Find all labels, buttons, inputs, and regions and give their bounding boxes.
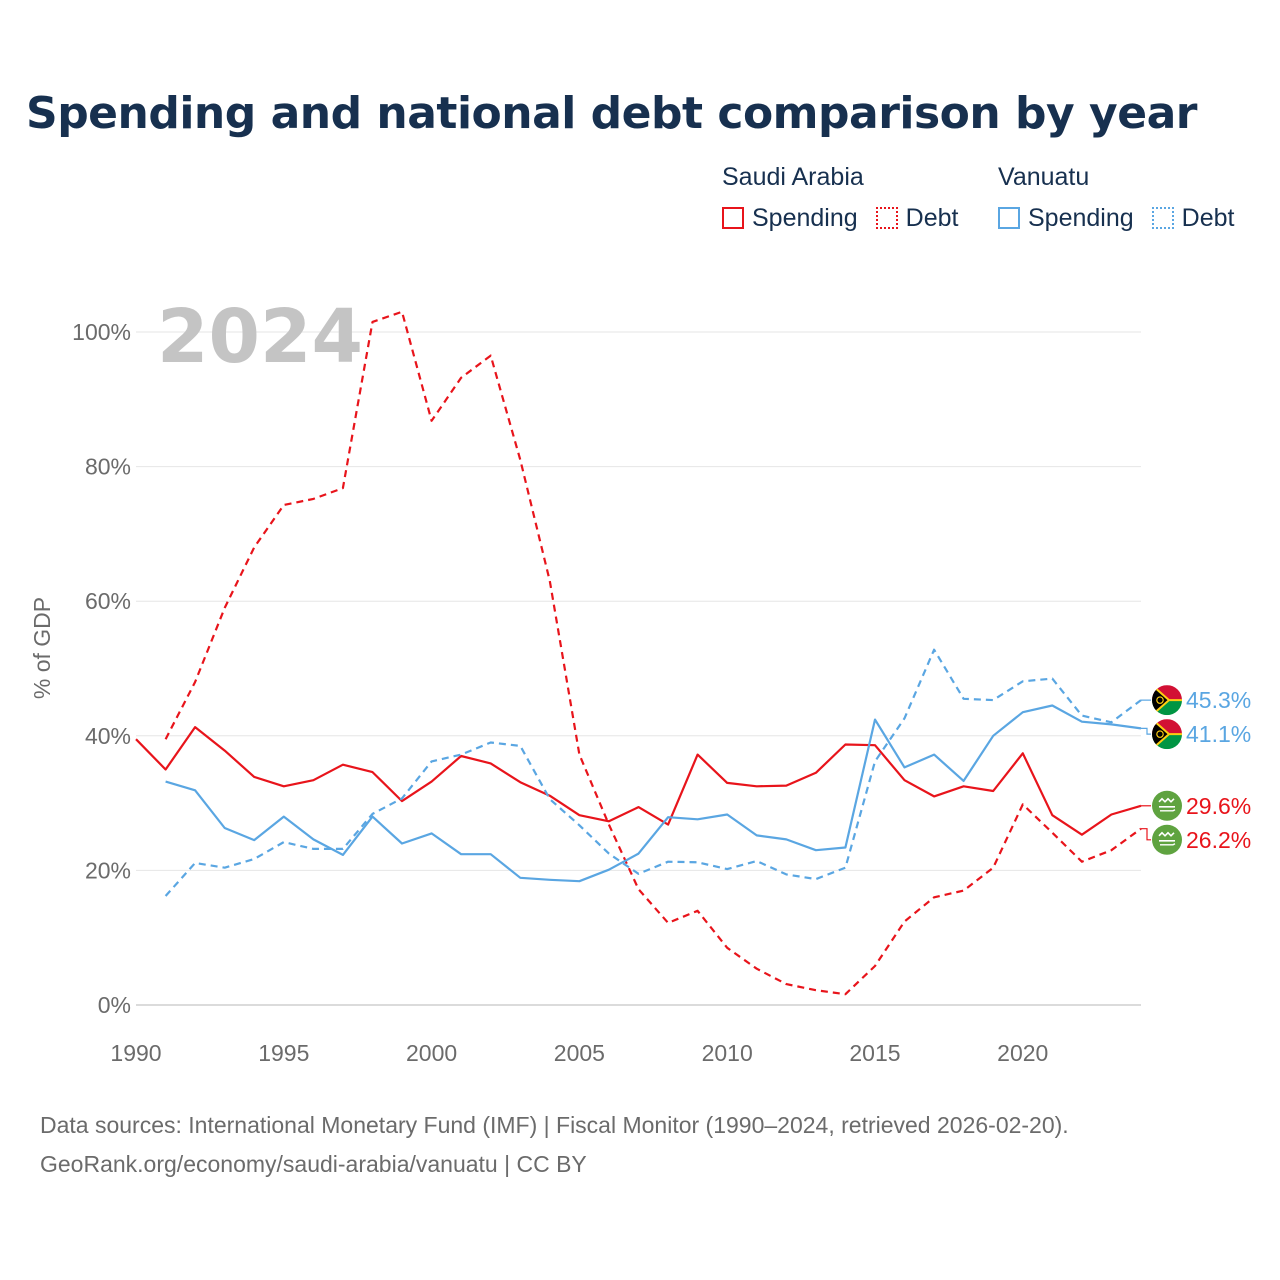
source-link[interactable]: GeoRank.org/economy/saudi-arabia/vanuatu… (40, 1151, 587, 1177)
legend-item-saudi-debt[interactable]: Debt (875, 204, 959, 232)
legend-group-saudi-arabia: Saudi Arabia Spending Debt (722, 162, 976, 232)
x-tick-label: 2010 (702, 1040, 753, 1066)
legend-item-vanuatu-spending[interactable]: Spending (998, 204, 1134, 232)
series-line-vanuatu-spending[interactable] (165, 704, 1142, 883)
x-tick-label: 2005 (554, 1040, 605, 1066)
y-tick-label: 100% (72, 319, 131, 345)
series-line-saudi-arabia-debt[interactable] (164, 310, 1142, 996)
end-value-label: 45.3% (1186, 687, 1251, 713)
x-axis-ticks: 1990 1995 2000 2005 2010 2015 2020 (110, 1040, 1048, 1066)
y-tick-label: 20% (85, 857, 131, 883)
legend-swatch-solid (998, 207, 1020, 229)
vanuatu-flag-icon (1152, 685, 1182, 716)
x-tick-label: 2000 (406, 1040, 457, 1066)
y-axis-label: % of GDP (29, 597, 55, 699)
end-value-label: 41.1% (1186, 721, 1251, 747)
legend-swatch-dotted (1151, 207, 1174, 229)
end-marker: 26.2% (1141, 824, 1251, 855)
end-value-label: 26.2% (1186, 827, 1251, 853)
y-tick-label: 80% (85, 454, 131, 480)
legend-item-saudi-spending[interactable]: Spending (722, 204, 858, 232)
vanuatu-flag-icon (1152, 719, 1182, 750)
end-value-label: 29.6% (1186, 793, 1251, 819)
year-watermark: 2024 (157, 294, 363, 380)
end-marker: 41.1% (1141, 719, 1251, 750)
grid-lines (136, 331, 1141, 1006)
series-line-saudi-arabia-spending[interactable] (135, 725, 1142, 836)
saudi-arabia-flag-icon (1152, 824, 1182, 855)
x-tick-label: 1990 (110, 1040, 161, 1066)
x-tick-label: 2015 (849, 1040, 900, 1066)
x-tick-label: 2020 (997, 1040, 1048, 1066)
series-line-vanuatu-debt[interactable] (164, 648, 1142, 897)
y-axis-ticks: 0% 20% 40% 60% 80% 100% (72, 319, 131, 1018)
line-chart: 2024 0% 20% 40% 60% 80% 100% 1990 1995 2000 2005… (29, 294, 1251, 1066)
end-marker: 29.6% (1141, 790, 1251, 821)
x-tick-label: 1995 (258, 1040, 309, 1066)
end-marker: 45.3% (1141, 685, 1251, 716)
legend-country-name: Vanuatu (998, 163, 1090, 191)
y-tick-label: 40% (85, 723, 131, 749)
chart-title: Spending and national debt comparison by… (26, 88, 1197, 139)
source-line: Data sources: International Monetary Fun… (40, 1112, 1069, 1138)
legend-group-vanuatu: Vanuatu Spending Debt (998, 162, 1252, 232)
legend-label: Spending (1028, 204, 1134, 232)
source-note: Data sources: International Monetary Fun… (40, 1106, 1069, 1184)
legend-label: Debt (905, 204, 959, 232)
legend-swatch-dotted (875, 207, 898, 229)
leader-line (1141, 828, 1151, 841)
y-tick-label: 0% (98, 992, 131, 1018)
saudi-arabia-flag-icon (1152, 790, 1182, 821)
legend-label: Debt (1181, 204, 1235, 232)
end-labels: 45.3% 41.1% 29.6% 26.2% (1141, 685, 1251, 855)
legend-label: Spending (752, 204, 858, 232)
legend-item-vanuatu-debt[interactable]: Debt (1151, 204, 1235, 232)
series-lines (135, 310, 1142, 996)
leader-line (1141, 727, 1151, 735)
legend-country-name: Saudi Arabia (722, 163, 864, 191)
legend-swatch-solid (722, 207, 744, 229)
y-tick-label: 60% (85, 588, 131, 614)
